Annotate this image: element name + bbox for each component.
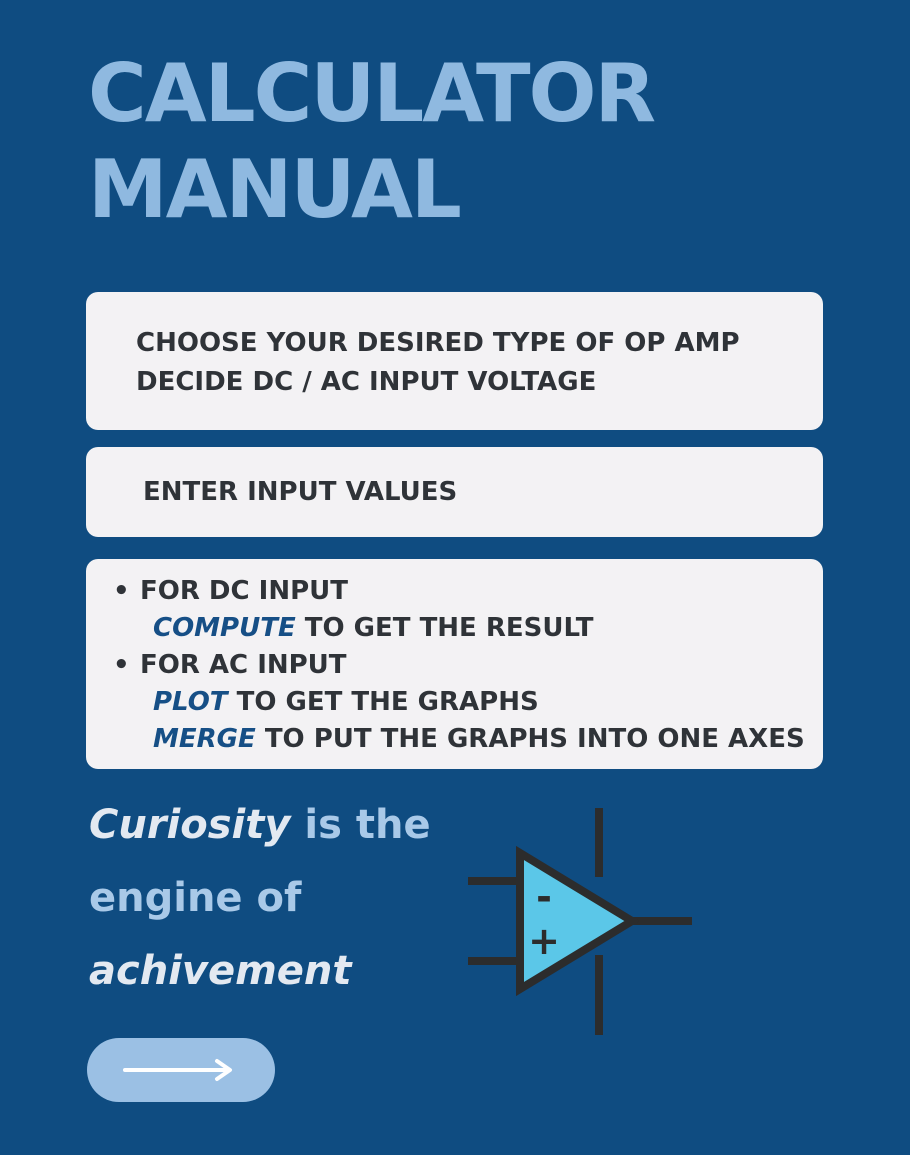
right-arrow-icon — [123, 1059, 232, 1081]
quote-word-achivement: achivement — [89, 948, 352, 994]
step-text-choose-op-amp: CHOOSE YOUR DESIRED TYPE OF OP AMP — [136, 328, 740, 358]
dc-input-heading: FOR DC INPUT — [140, 576, 348, 606]
compute-instruction: COMPUTE TO GET THE RESULT — [113, 610, 823, 647]
tagline-quote: Curiosity is the engine of achivement — [89, 789, 431, 1008]
op-amp-minus-sign: - — [536, 875, 552, 919]
plot-keyword: PLOT — [153, 687, 228, 717]
step-card-choose-type: CHOOSE YOUR DESIRED TYPE OF OP AMP DECID… — [86, 292, 823, 430]
op-amp-icon: - + — [468, 808, 692, 1035]
op-amp-triangle — [516, 845, 640, 997]
plot-instruction: PLOT TO GET THE GRAPHS — [113, 684, 823, 721]
next-button[interactable] — [87, 1038, 275, 1102]
list-item-dc-input: • FOR DC INPUT — [113, 573, 823, 610]
plot-text: TO GET THE GRAPHS — [227, 687, 539, 717]
quote-line-2: engine of — [89, 875, 302, 921]
merge-instruction: MERGE TO PUT THE GRAPHS INTO ONE AXES — [113, 721, 823, 758]
list-item-ac-input: • FOR AC INPUT — [113, 647, 823, 684]
title-line-2: MANUAL — [88, 143, 462, 236]
merge-text: TO PUT THE GRAPHS INTO ONE AXES — [255, 724, 805, 754]
bullet-icon: • — [113, 650, 130, 680]
op-amp-plus-sign: + — [528, 919, 560, 963]
step-card-enter-values: ENTER INPUT VALUES — [86, 447, 823, 537]
step-text-decide-voltage: DECIDE DC / AC INPUT VOLTAGE — [136, 367, 597, 397]
title-line-1: CALCULATOR — [88, 47, 656, 140]
quote-line-1: Curiosity is the — [89, 789, 431, 862]
step-card-actions: • FOR DC INPUT COMPUTE TO GET THE RESULT … — [86, 559, 823, 769]
page-title: CALCULATOR MANUAL — [88, 46, 656, 238]
quote-word-curiosity: Curiosity — [89, 802, 291, 848]
compute-keyword: COMPUTE — [153, 613, 296, 643]
merge-keyword: MERGE — [153, 724, 256, 754]
compute-text: TO GET THE RESULT — [295, 613, 594, 643]
step-text-enter-values: ENTER INPUT VALUES — [143, 477, 458, 507]
quote-text-is-the: is the — [290, 802, 431, 848]
ac-input-heading: FOR AC INPUT — [140, 650, 347, 680]
bullet-icon: • — [113, 576, 130, 606]
